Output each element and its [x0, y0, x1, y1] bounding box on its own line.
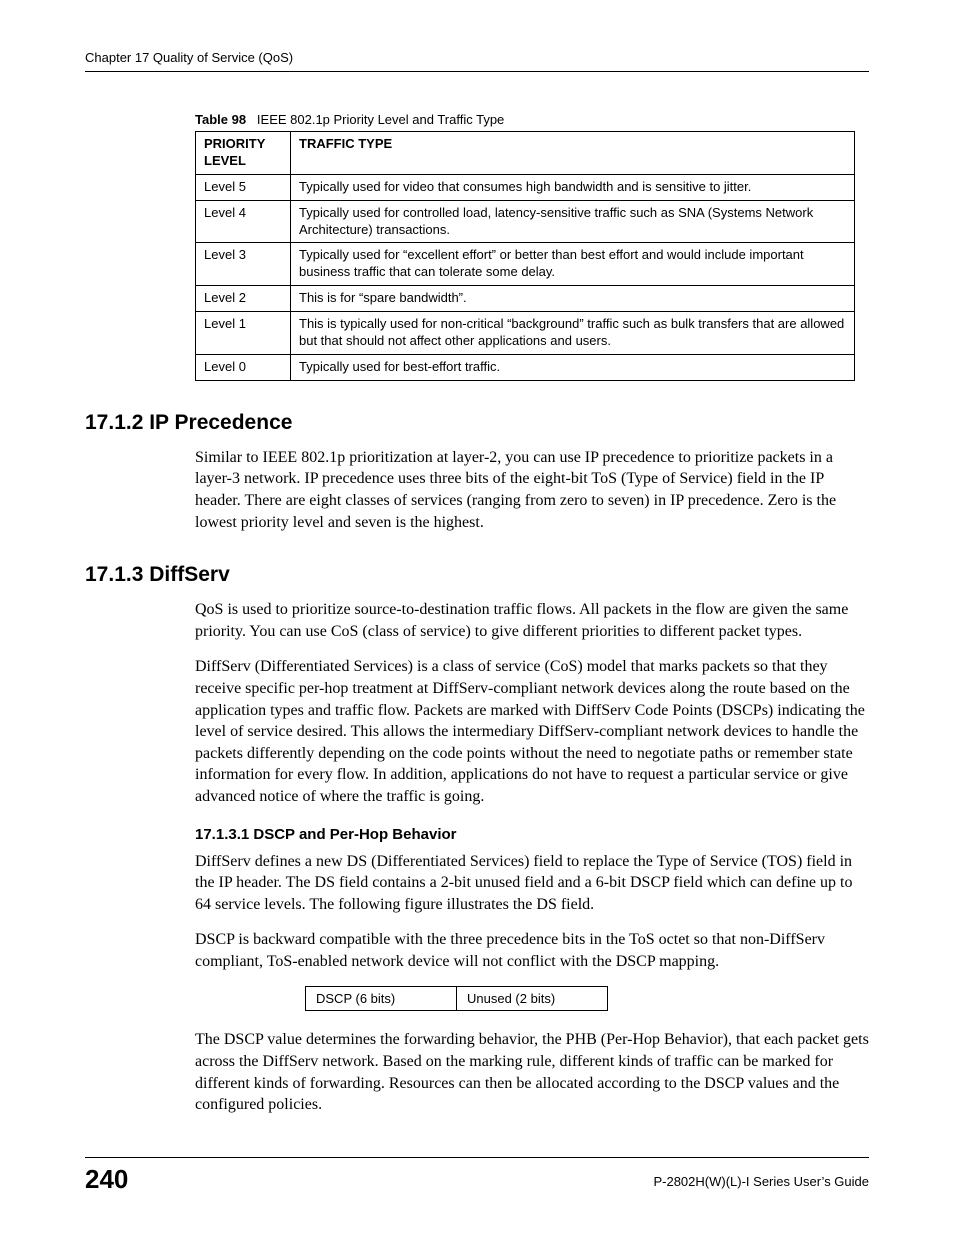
cell-desc: This is for “spare bandwidth”.: [291, 286, 855, 312]
cell-desc: Typically used for controlled load, late…: [291, 200, 855, 243]
ds-field-left: DSCP (6 bits): [306, 987, 457, 1011]
table-row: Level 1 This is typically used for non-c…: [196, 312, 855, 355]
cell-desc: Typically used for video that consumes h…: [291, 174, 855, 200]
page-container: Chapter 17 Quality of Service (QoS) Tabl…: [0, 0, 954, 1235]
para-ip-precedence: Similar to IEEE 802.1p prioritization at…: [195, 447, 869, 533]
footer-guide: P-2802H(W)(L)-I Series User’s Guide: [653, 1174, 869, 1189]
page-number: 240: [85, 1164, 128, 1195]
table-row: Level 5 Typically used for video that co…: [196, 174, 855, 200]
priority-table: PRIORITY LEVEL TRAFFIC TYPE Level 5 Typi…: [195, 131, 855, 381]
para-diffserv-2: DiffServ (Differentiated Services) is a …: [195, 656, 869, 807]
cell-desc: Typically used for best-effort traffic.: [291, 354, 855, 380]
cell-level: Level 2: [196, 286, 291, 312]
ds-field-row: DSCP (6 bits) Unused (2 bits): [306, 987, 608, 1011]
cell-level: Level 0: [196, 354, 291, 380]
table-row: Level 2 This is for “spare bandwidth”.: [196, 286, 855, 312]
table-row: Level 3 Typically used for “excellent ef…: [196, 243, 855, 286]
table-row: Level 0 Typically used for best-effort t…: [196, 354, 855, 380]
heading-diffserv: 17.1.3 DiffServ: [85, 563, 869, 587]
para-dscp-3: The DSCP value determines the forwarding…: [195, 1029, 869, 1115]
table-row: Level 4 Typically used for controlled lo…: [196, 200, 855, 243]
table-title: IEEE 802.1p Priority Level and Traffic T…: [257, 112, 504, 127]
para-dscp-2: DSCP is backward compatible with the thr…: [195, 929, 869, 972]
cell-level: Level 5: [196, 174, 291, 200]
col-header-level: PRIORITY LEVEL: [196, 132, 291, 175]
cell-level: Level 4: [196, 200, 291, 243]
heading-ip-precedence: 17.1.2 IP Precedence: [85, 411, 869, 435]
para-dscp-1: DiffServ defines a new DS (Differentiate…: [195, 851, 869, 916]
cell-desc: Typically used for “excellent effort” or…: [291, 243, 855, 286]
table-label: Table 98: [195, 112, 246, 127]
heading-dscp: 17.1.3.1 DSCP and Per-Hop Behavior: [195, 826, 869, 843]
cell-desc: This is typically used for non-critical …: [291, 312, 855, 355]
table-header-row: PRIORITY LEVEL TRAFFIC TYPE: [196, 132, 855, 175]
cell-level: Level 1: [196, 312, 291, 355]
ds-field-table: DSCP (6 bits) Unused (2 bits): [305, 986, 608, 1011]
para-diffserv-1: QoS is used to prioritize source-to-dest…: [195, 599, 869, 642]
running-header: Chapter 17 Quality of Service (QoS): [85, 50, 869, 72]
cell-level: Level 3: [196, 243, 291, 286]
col-header-traffic: TRAFFIC TYPE: [291, 132, 855, 175]
page-footer: 240 P-2802H(W)(L)-I Series User’s Guide: [85, 1157, 869, 1195]
ds-field-right: Unused (2 bits): [457, 987, 608, 1011]
table-caption: Table 98 IEEE 802.1p Priority Level and …: [195, 112, 869, 127]
